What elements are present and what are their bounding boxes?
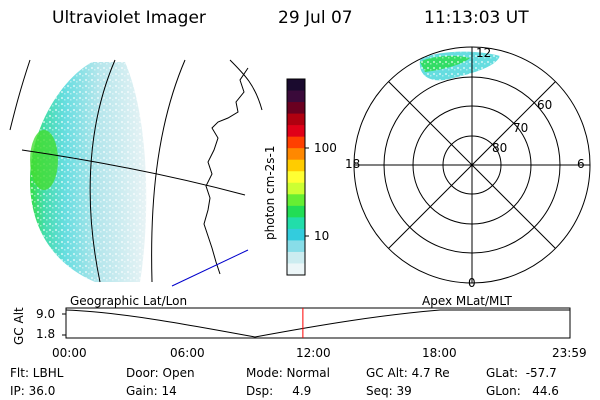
colorbar-swatch	[287, 136, 305, 149]
altitude-curve	[65, 309, 570, 338]
time-tick-4: 23:59	[552, 346, 587, 360]
colorbar-swatch	[287, 263, 305, 276]
time-tick-0: 00:00	[52, 346, 87, 360]
lat-label-80: 80	[492, 141, 508, 155]
date-label: 29 Jul 07	[278, 8, 353, 28]
colorbar-swatch	[287, 125, 305, 138]
colorbar-swatch	[287, 182, 305, 195]
info-gcalt: GC Alt: 4.7 Re	[366, 366, 450, 380]
info-flt: Flt: LBHL	[10, 366, 64, 380]
timeline-plot	[62, 307, 571, 339]
info-door: Door: Open	[126, 366, 195, 380]
colorbar-swatch	[287, 205, 305, 218]
lat-label-60: 60	[537, 98, 553, 112]
colorbar-swatch	[287, 79, 305, 92]
mlt-label-12: 12	[476, 46, 492, 60]
timeline-ymax: 9.0	[36, 307, 56, 321]
info-mode: Mode: Normal	[246, 366, 330, 380]
colorbar	[286, 78, 309, 276]
colorbar-swatch	[287, 240, 305, 253]
polar-plot	[353, 46, 591, 284]
timeline-ylabel: GC Alt	[12, 307, 26, 345]
lat-label-70: 70	[513, 121, 529, 135]
colorbar-swatch	[287, 171, 305, 184]
colorbar-swatch	[287, 194, 305, 207]
mlt-label-6: 6	[577, 157, 585, 171]
timeline-left-title: Geographic Lat/Lon	[70, 294, 188, 308]
colorbar-swatch	[287, 113, 305, 126]
colorbar-swatch	[287, 159, 305, 172]
timeline-ymin: 1.8	[36, 327, 56, 341]
colorbar-swatch	[287, 217, 305, 230]
coastline	[203, 67, 249, 275]
colorbar-tick-100: 100	[314, 141, 337, 155]
colorbar-tick-10: 10	[314, 229, 330, 243]
instrument-title: Ultraviolet Imager	[52, 8, 206, 28]
colorbar-unit-label: photon cm-2s-1	[263, 145, 277, 241]
info-glat: GLat: -57.7	[486, 366, 557, 380]
time-tick-1: 06:00	[170, 346, 205, 360]
colorbar-swatch	[287, 102, 305, 115]
info-ip: IP: 36.0	[10, 384, 56, 398]
time-label: 11:13:03 UT	[424, 8, 529, 28]
colorbar-frame	[286, 78, 306, 276]
info-seq: Seq: 39	[366, 384, 412, 398]
mlt-label-0: 0	[468, 276, 476, 290]
time-tick-3: 18:00	[422, 346, 457, 360]
colorbar-swatch	[287, 251, 305, 264]
time-tick-2: 12:00	[296, 346, 331, 360]
info-gain: Gain: 14	[126, 384, 177, 398]
geographic-map	[9, 59, 263, 287]
colorbar-swatch	[287, 228, 305, 241]
colorbar-swatch	[287, 90, 305, 103]
info-glon: GLon: 44.6	[486, 384, 559, 398]
timeline-right-title: Apex MLat/MLT	[422, 294, 512, 308]
mlt-label-18: 18	[345, 157, 361, 171]
colorbar-swatch	[287, 148, 305, 161]
info-dsp: Dsp: 4.9	[246, 384, 312, 398]
